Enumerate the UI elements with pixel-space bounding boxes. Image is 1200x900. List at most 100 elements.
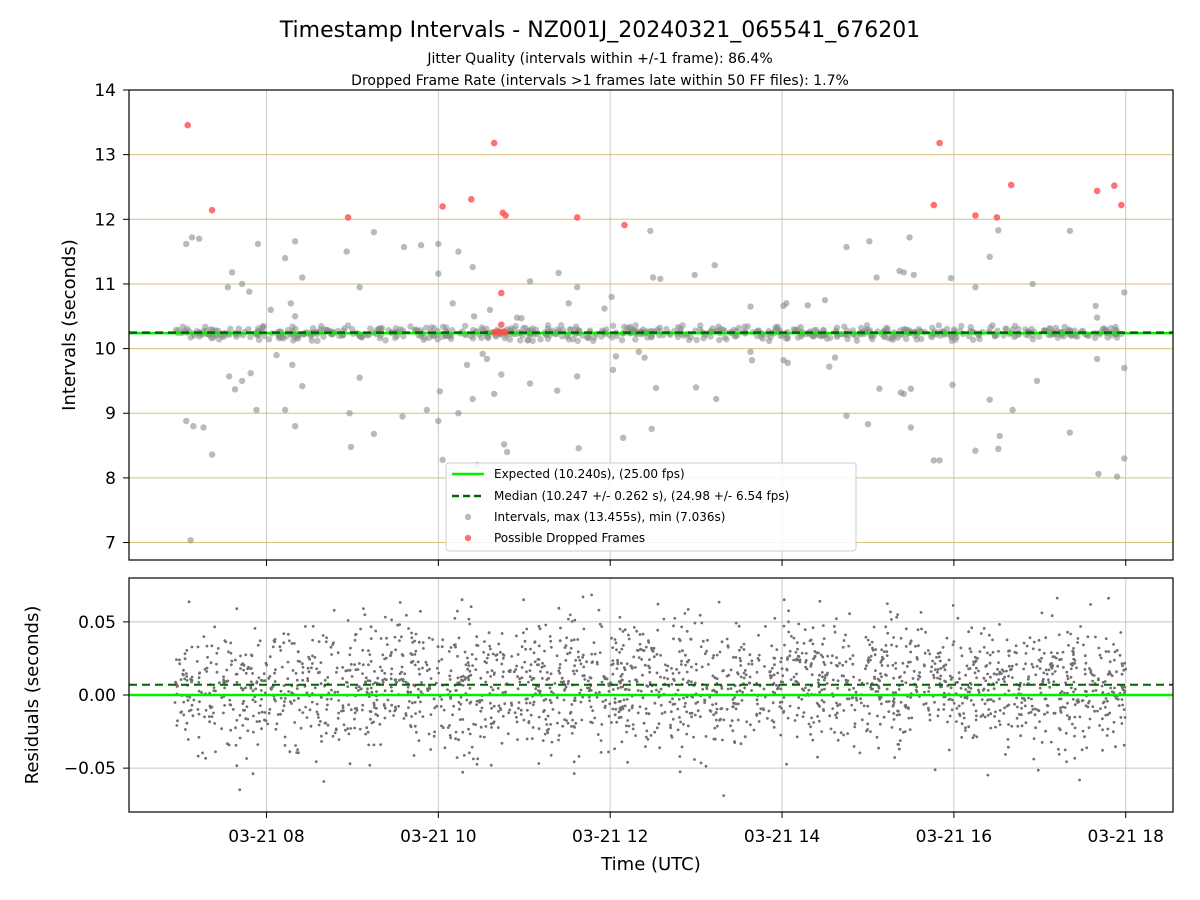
- interval-point: [657, 275, 664, 282]
- residual-point: [238, 736, 242, 740]
- residual-point: [820, 688, 824, 692]
- residual-point: [645, 712, 648, 715]
- residual-point: [1087, 701, 1090, 705]
- residual-point: [864, 635, 868, 639]
- residual-point: [988, 653, 992, 657]
- residual-point: [570, 725, 573, 728]
- residual-point: [213, 722, 217, 725]
- residual-point: [260, 710, 264, 714]
- residual-point: [367, 743, 371, 747]
- residual-point: [873, 675, 876, 679]
- residual-point: [326, 676, 330, 679]
- residual-point: [1010, 724, 1014, 728]
- residual-point: [295, 678, 299, 682]
- residual-point: [375, 690, 378, 693]
- residual-point: [1105, 734, 1109, 737]
- residual-point: [527, 680, 530, 684]
- residual-point: [738, 648, 741, 652]
- interval-point: [291, 238, 299, 245]
- interval-point: [1066, 227, 1074, 235]
- residual-point: [594, 691, 598, 695]
- residual-point: [891, 691, 895, 694]
- residual-point: [797, 696, 801, 699]
- residual-point: [1108, 660, 1112, 664]
- residual-point: [1066, 677, 1070, 681]
- residual-point: [310, 666, 313, 670]
- interval-point: [235, 325, 242, 332]
- residual-point: [615, 720, 619, 724]
- residual-point: [627, 688, 631, 692]
- dropped-frame-point: [1111, 182, 1118, 189]
- residual-point: [755, 714, 759, 717]
- residual-point: [936, 668, 940, 671]
- residual-point: [736, 718, 740, 722]
- residual-point: [869, 687, 873, 691]
- residual-point: [279, 712, 282, 716]
- residual-point: [188, 695, 192, 699]
- residual-point: [329, 645, 333, 649]
- residual-point: [503, 702, 507, 706]
- residual-point: [330, 688, 333, 692]
- residual-point: [293, 721, 297, 724]
- residual-point: [603, 704, 607, 708]
- residual-point: [504, 690, 507, 694]
- residual-point: [354, 632, 358, 636]
- interval-point: [421, 334, 429, 342]
- interval-point: [183, 417, 190, 425]
- residual-point: [620, 740, 624, 744]
- interval-point: [439, 456, 446, 463]
- residual-point: [1031, 665, 1035, 669]
- residual-point: [349, 663, 353, 666]
- residual-point: [809, 665, 813, 668]
- residual-point: [1000, 668, 1004, 671]
- residual-point: [346, 685, 350, 688]
- residual-point: [564, 659, 568, 662]
- interval-point: [831, 354, 839, 361]
- residual-point: [624, 724, 628, 728]
- residual-point: [964, 688, 968, 691]
- residual-point: [657, 690, 661, 694]
- residual-point: [428, 667, 431, 671]
- residual-point: [980, 698, 984, 701]
- residual-point: [801, 687, 804, 691]
- residual-point: [847, 697, 851, 701]
- residual-point: [205, 670, 209, 673]
- residual-point: [705, 685, 709, 689]
- residual-point: [698, 613, 702, 617]
- residual-point: [491, 721, 495, 725]
- residual-point: [404, 714, 408, 717]
- interval-point: [1121, 289, 1128, 296]
- residual-point: [981, 713, 985, 717]
- residual-point: [742, 642, 746, 646]
- residual-point: [187, 600, 191, 604]
- residual-point: [638, 633, 642, 636]
- interval-point: [228, 269, 236, 276]
- residual-point: [1025, 644, 1029, 648]
- residual-point: [186, 699, 190, 702]
- residual-point: [196, 708, 200, 711]
- residual-point: [457, 636, 461, 640]
- dropped-frame-point: [468, 196, 475, 203]
- residual-point: [804, 686, 807, 690]
- residual-point: [561, 724, 565, 728]
- residual-point: [411, 641, 415, 644]
- residual-point: [909, 640, 913, 643]
- residual-point: [1112, 730, 1115, 734]
- residual-point: [909, 650, 913, 654]
- residual-point: [872, 625, 876, 629]
- residual-point: [1053, 670, 1057, 673]
- residual-point: [442, 708, 446, 712]
- interval-point: [1104, 334, 1111, 341]
- residual-point: [989, 712, 993, 716]
- residual-point: [726, 687, 730, 691]
- residual-point: [457, 707, 461, 711]
- residual-point: [368, 763, 372, 767]
- residual-point: [987, 708, 991, 711]
- residual-point: [1088, 667, 1091, 670]
- residual-point: [1064, 681, 1067, 685]
- residual-point: [801, 715, 805, 718]
- residual-point: [1090, 673, 1094, 676]
- residual-point: [272, 639, 276, 643]
- interval-point: [996, 432, 1003, 440]
